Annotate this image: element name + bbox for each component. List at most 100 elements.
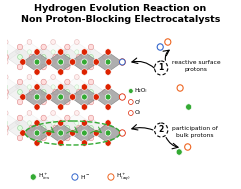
Circle shape [74, 94, 79, 99]
Polygon shape [23, 87, 51, 107]
Circle shape [81, 49, 87, 55]
Circle shape [20, 94, 26, 100]
Circle shape [41, 64, 46, 70]
Polygon shape [39, 113, 67, 133]
Circle shape [165, 39, 171, 45]
Circle shape [105, 120, 111, 126]
Circle shape [69, 130, 76, 136]
Circle shape [18, 125, 22, 130]
Circle shape [34, 120, 40, 126]
Circle shape [58, 49, 64, 55]
Circle shape [185, 144, 191, 150]
Circle shape [186, 104, 192, 110]
Circle shape [81, 130, 87, 136]
Circle shape [51, 111, 55, 115]
Circle shape [17, 115, 23, 121]
Polygon shape [47, 123, 75, 143]
Circle shape [53, 54, 58, 60]
Circle shape [103, 125, 108, 131]
Circle shape [93, 130, 99, 136]
Circle shape [154, 123, 168, 137]
Circle shape [46, 130, 52, 136]
Polygon shape [23, 123, 51, 143]
Circle shape [65, 64, 70, 70]
Circle shape [29, 89, 34, 95]
Circle shape [4, 121, 8, 125]
Circle shape [17, 135, 23, 141]
Circle shape [81, 94, 87, 100]
Polygon shape [70, 123, 99, 143]
Circle shape [93, 94, 99, 100]
Polygon shape [15, 113, 44, 133]
Circle shape [105, 104, 111, 110]
Circle shape [29, 54, 34, 60]
Circle shape [77, 54, 82, 60]
Circle shape [3, 130, 8, 136]
Circle shape [88, 135, 94, 141]
Circle shape [177, 85, 183, 91]
Circle shape [105, 94, 111, 100]
Circle shape [27, 130, 32, 136]
Polygon shape [70, 52, 99, 72]
Circle shape [34, 94, 40, 100]
Polygon shape [63, 113, 91, 133]
Circle shape [3, 94, 8, 99]
Circle shape [89, 54, 94, 60]
Circle shape [27, 85, 32, 89]
Circle shape [65, 90, 70, 94]
Circle shape [74, 111, 79, 115]
Circle shape [105, 140, 111, 146]
Circle shape [3, 74, 8, 80]
Circle shape [65, 54, 70, 60]
Circle shape [58, 130, 64, 136]
Circle shape [119, 59, 125, 65]
Circle shape [4, 50, 8, 54]
Circle shape [46, 94, 52, 100]
Text: H$^+_{(aq)}$: H$^+_{(aq)}$ [116, 171, 130, 183]
Circle shape [77, 125, 82, 131]
Circle shape [128, 111, 133, 115]
Circle shape [53, 125, 58, 131]
Circle shape [120, 59, 125, 65]
Circle shape [3, 60, 8, 64]
Circle shape [27, 111, 32, 115]
Circle shape [74, 40, 79, 44]
Circle shape [81, 120, 87, 126]
Circle shape [75, 50, 79, 54]
Circle shape [58, 140, 64, 146]
Text: H$^-$: H$^-$ [80, 173, 90, 181]
Circle shape [88, 79, 94, 85]
Circle shape [34, 130, 40, 136]
Polygon shape [6, 82, 34, 102]
Circle shape [34, 140, 40, 146]
Circle shape [3, 89, 8, 95]
Circle shape [18, 90, 22, 94]
Polygon shape [29, 82, 58, 102]
Circle shape [18, 54, 22, 60]
Polygon shape [47, 52, 75, 72]
Polygon shape [94, 123, 122, 143]
Polygon shape [15, 42, 44, 62]
Circle shape [41, 44, 46, 50]
Circle shape [88, 44, 94, 50]
Circle shape [17, 64, 23, 70]
Polygon shape [29, 47, 58, 67]
Circle shape [51, 60, 55, 64]
Circle shape [88, 115, 94, 121]
Circle shape [105, 69, 111, 75]
Circle shape [29, 125, 34, 131]
Circle shape [51, 94, 55, 99]
Polygon shape [94, 52, 122, 72]
Text: Oᴵ: Oᴵ [135, 99, 140, 105]
Circle shape [51, 74, 55, 80]
Polygon shape [63, 42, 91, 62]
Circle shape [3, 40, 8, 44]
Circle shape [105, 130, 111, 136]
Circle shape [72, 174, 78, 180]
Polygon shape [0, 42, 20, 62]
Circle shape [27, 121, 32, 125]
Circle shape [69, 59, 76, 65]
Circle shape [17, 99, 23, 105]
Circle shape [89, 90, 94, 94]
Circle shape [119, 94, 125, 100]
